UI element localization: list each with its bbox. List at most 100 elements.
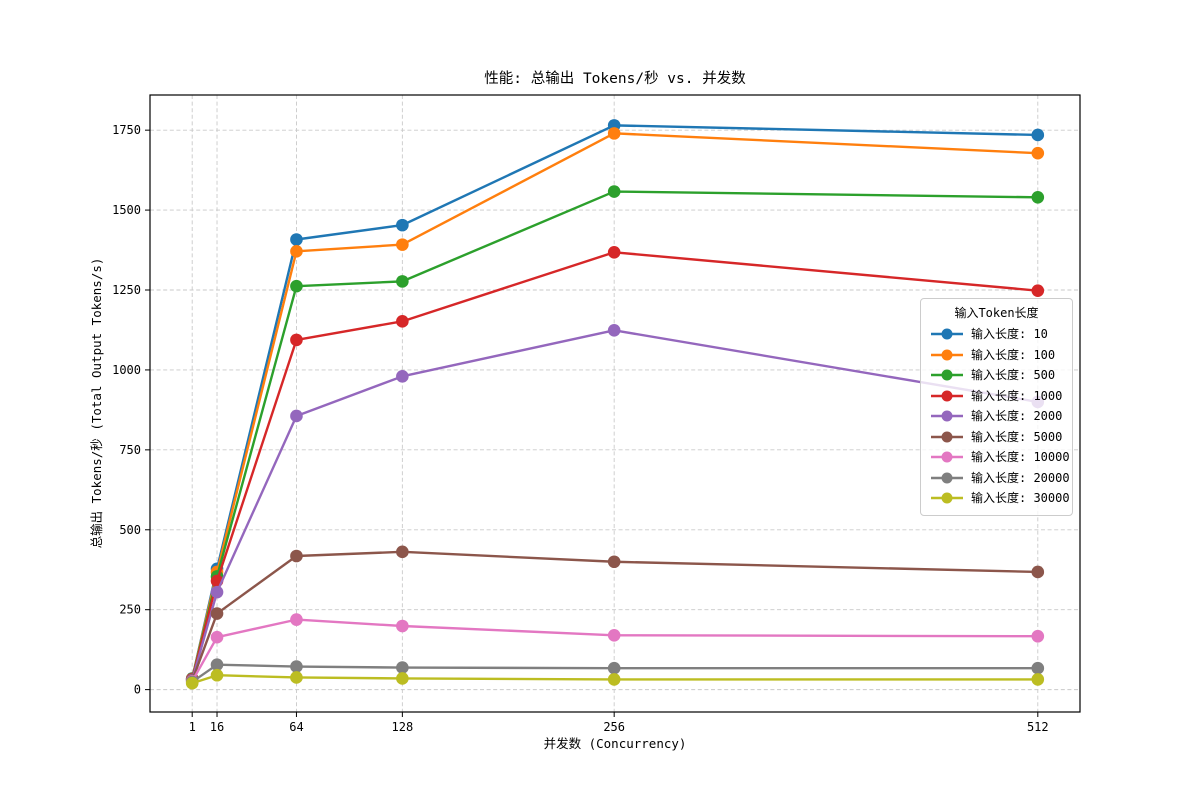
chart-title: 性能: 总输出 Tokens/秒 vs. 并发数 [484,70,746,87]
data-point-marker [290,245,303,258]
legend-item-label: 输入长度: 10 [971,327,1048,342]
data-point-marker [607,555,621,569]
data-point-marker [210,630,224,644]
legend-item: 输入长度: 10 [930,324,1063,345]
legend-title: 输入Token长度 [954,306,1039,320]
y-tick-label: 1750 [112,123,141,137]
data-point-marker [290,233,303,246]
y-tick-label: 1250 [112,283,141,297]
data-point-marker [210,658,224,671]
data-point-marker [1031,284,1045,297]
legend-item-label: 输入长度: 500 [971,368,1056,383]
data-point-marker [210,607,224,620]
data-point-marker [607,323,621,337]
data-point-marker [396,315,409,328]
data-point-marker [290,660,303,673]
legend-item: 输入长度: 1000 [930,386,1063,407]
legend-item-label: 输入长度: 100 [971,347,1056,362]
data-point-marker [396,545,409,559]
series-line [190,251,1040,681]
x-tick-label: 256 [603,720,625,734]
data-point-marker [1031,565,1045,579]
legend-item-label: 输入长度: 10000 [971,450,1070,465]
legend-item-label: 输入长度: 20000 [971,470,1070,485]
data-point-marker [1031,629,1045,643]
legend-marker-icon [931,369,963,381]
series-line [190,190,1040,681]
legend-marker-icon [931,390,963,402]
y-tick-label: 250 [119,603,141,617]
data-point-marker [1031,673,1045,686]
legend: 输入Token长度 输入长度: 10 输入长度: 100 输入长度: 500 输入长度… [920,298,1073,516]
legend-marker-icon [931,328,963,340]
data-point-marker [607,185,621,198]
legend-marker-icon [931,492,963,504]
data-point-marker [607,661,621,675]
data-series [185,119,1045,690]
x-tick-label: 1 [189,720,196,734]
x-tick-label: 16 [210,720,224,734]
data-point-marker [607,127,621,140]
legend-item-label: 输入长度: 5000 [971,429,1063,444]
legend-item-label: 输入长度: 30000 [971,491,1070,506]
data-point-marker [210,585,224,599]
series-line [190,618,1040,683]
series-line [190,132,1040,680]
legend-item: 输入长度: 10000 [930,447,1070,468]
data-point-marker [607,673,621,686]
legend-marker-icon [931,472,963,484]
data-point-marker [607,245,621,259]
data-point-marker [396,370,409,383]
x-tick-label: 128 [392,720,414,734]
data-point-marker [396,619,409,633]
legend-item: 输入长度: 2000 [930,406,1063,427]
data-point-marker [396,661,409,674]
x-tick-label: 512 [1027,720,1049,734]
legend-marker-icon [931,349,963,361]
legend-item: 输入长度: 5000 [930,427,1063,448]
data-point-marker [1031,191,1045,204]
data-point-marker [290,333,303,347]
data-point-marker [290,549,303,563]
y-axis-label: 总输出 Tokens/秒 (Total Output Tokens/s) [89,258,104,549]
grid-lines [150,95,1080,712]
data-point-marker [396,672,409,685]
data-point-marker [1031,128,1045,142]
data-point-marker [396,275,409,288]
series-line [190,124,1040,680]
tick-labels: 1 16 64 128 256 512 0 250 500 750 1000 1250 1500 1750 [112,123,1049,734]
x-tick-label: 64 [289,720,303,734]
data-point-marker [290,409,303,423]
data-point-marker [1031,146,1045,160]
legend-item-label: 输入长度: 2000 [971,409,1063,424]
y-tick-label: 1500 [112,203,141,217]
y-tick-label: 750 [119,443,141,457]
y-tick-label: 1000 [112,363,141,377]
legend-item: 输入长度: 30000 [930,488,1070,509]
data-point-marker [210,668,224,682]
y-tick-label: 500 [119,523,141,537]
data-point-marker [290,279,303,293]
data-point-marker [185,676,199,690]
series-line [190,550,1040,682]
legend-item: 输入长度: 100 [930,345,1063,366]
axes [145,94,1081,717]
data-point-marker [1031,661,1045,675]
legend-marker-icon [931,410,963,422]
legend-item-label: 输入长度: 1000 [971,388,1063,403]
x-axis-label: 并发数 (Concurrency) [544,736,687,751]
series-line [190,329,1040,682]
legend-item: 输入长度: 500 [930,365,1063,386]
plot-border [149,94,1081,713]
legend-item: 输入长度: 20000 [930,468,1070,489]
data-point-marker [396,238,409,251]
y-tick-label: 0 [134,683,141,697]
legend-rows: 输入长度: 10 输入长度: 100 输入长度: 500 输入长度: 1000 输入长度… [930,324,1070,509]
data-point-marker [396,218,409,232]
legend-marker-icon [931,451,963,463]
legend-marker-icon [931,431,963,443]
data-point-marker [290,613,303,626]
data-point-marker [607,628,621,642]
